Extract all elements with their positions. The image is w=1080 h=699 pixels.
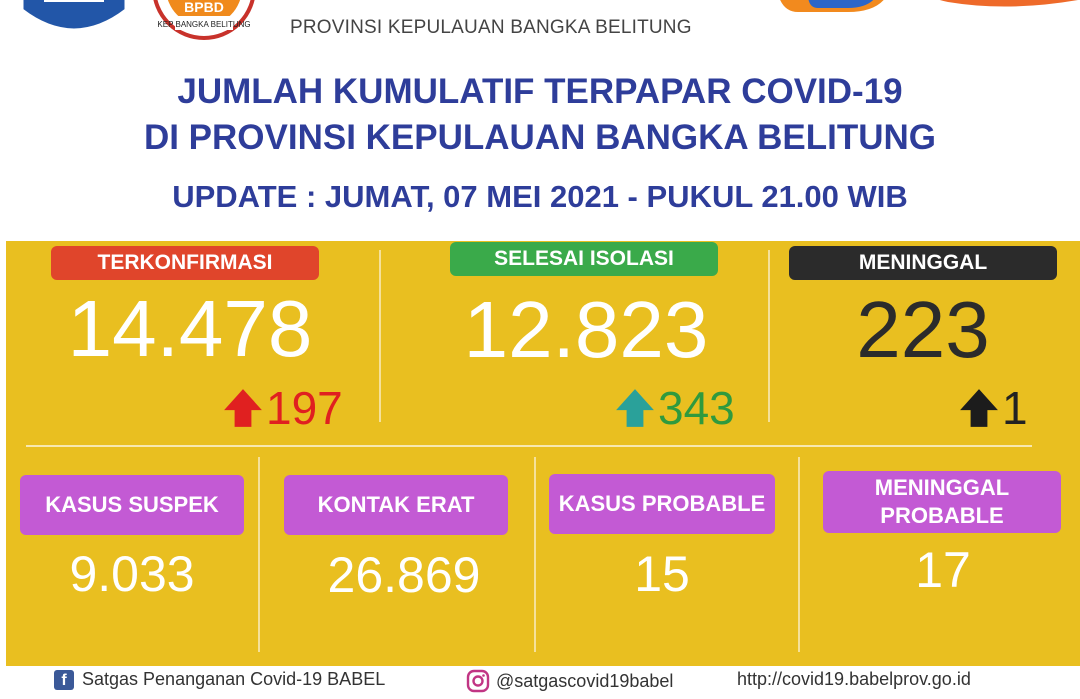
facebook-icon: f	[54, 669, 74, 690]
bpbd-logo-text: BPBD	[184, 0, 224, 15]
meninggal-probable-badge: MENINGGAL PROBABLE	[823, 471, 1061, 533]
selesai-isolasi-badge: SELESAI ISOLASI	[450, 242, 718, 276]
meninggal-probable-label-1: MENINGGAL	[874, 475, 1010, 500]
terkonfirmasi-delta-value: 197	[266, 382, 343, 434]
facebook-link[interactable]: f Satgas Penanganan Covid-19 BABEL	[54, 669, 385, 690]
divider	[534, 457, 536, 652]
meninggal-delta: 1	[958, 385, 1028, 431]
terkonfirmasi-badge: TERKONFIRMASI	[51, 246, 319, 280]
instagram-link[interactable]: @satgascovid19babel	[466, 669, 673, 693]
stats-panel	[6, 241, 1080, 666]
arrow-up-icon	[616, 389, 654, 427]
divider	[768, 250, 770, 422]
facebook-name: Satgas Penanganan Covid-19 BABEL	[82, 669, 386, 689]
title-line-2: DI PROVINSI KEPULAUAN BANGKA BELITUNG	[143, 118, 937, 157]
meninggal-probable-label-2: PROBABLE	[880, 503, 1004, 528]
instagram-handle: @satgascovid19babel	[496, 670, 674, 691]
selesai-isolasi-delta: 343	[614, 385, 735, 431]
title-line-1: JUMLAH KUMULATIF TERPAPAR COVID-19	[177, 72, 903, 111]
footer	[0, 666, 1080, 699]
province-name: PROVINSI KEPULAUAN BANGKA BELITUNG	[290, 17, 692, 38]
bpbd-logo-subtext: KEP BANGKA BELITUNG	[157, 20, 250, 29]
meninggal-value: 223	[856, 285, 990, 374]
province-emblem-logo	[20, 0, 128, 32]
kasus-probable-value: 15	[634, 546, 690, 602]
kontak-erat-badge: KONTAK ERAT	[284, 475, 508, 535]
selesai-isolasi-delta-value: 343	[658, 382, 735, 434]
update-timestamp: UPDATE : JUMAT, 07 MEI 2021 - PUKUL 21.0…	[172, 179, 908, 214]
kasus-suspek-value: 9.033	[69, 546, 195, 602]
meninggal-badge: MENINGGAL	[789, 246, 1057, 280]
divider	[798, 457, 800, 652]
kasus-suspek-badge: KASUS SUSPEK	[20, 475, 244, 535]
instagram-icon	[466, 669, 490, 693]
meninggal-probable-value: 17	[915, 542, 971, 598]
meninggal-delta-value: 1	[1002, 382, 1028, 434]
decorative-graphic	[780, 0, 1078, 12]
bpbd-logo: BPBD KEP BANGKA BELITUNG	[153, 0, 255, 40]
arrow-up-icon	[960, 389, 998, 427]
selesai-isolasi-value: 12.823	[463, 285, 709, 374]
divider	[379, 250, 381, 422]
kasus-probable-badge: KASUS PROBABLE	[549, 474, 775, 534]
arrow-up-icon	[224, 389, 262, 427]
terkonfirmasi-delta: 197	[222, 385, 343, 431]
website-link[interactable]: http://covid19.babelprov.go.id	[737, 669, 971, 690]
terkonfirmasi-value: 14.478	[67, 284, 313, 373]
website-url: http://covid19.babelprov.go.id	[737, 669, 971, 689]
kontak-erat-value: 26.869	[327, 547, 481, 603]
divider	[26, 445, 1032, 447]
divider	[258, 457, 260, 652]
